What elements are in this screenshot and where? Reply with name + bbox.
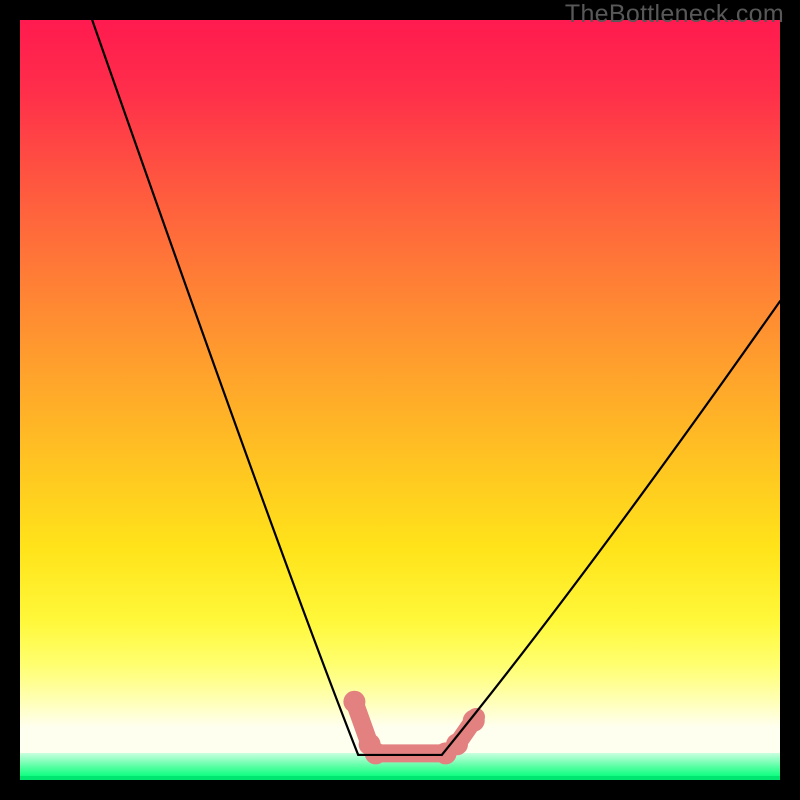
curve-overlay (0, 0, 800, 800)
watermark-text: TheBottleneck.com (565, 0, 784, 29)
chart-container: TheBottleneck.com (0, 0, 800, 800)
